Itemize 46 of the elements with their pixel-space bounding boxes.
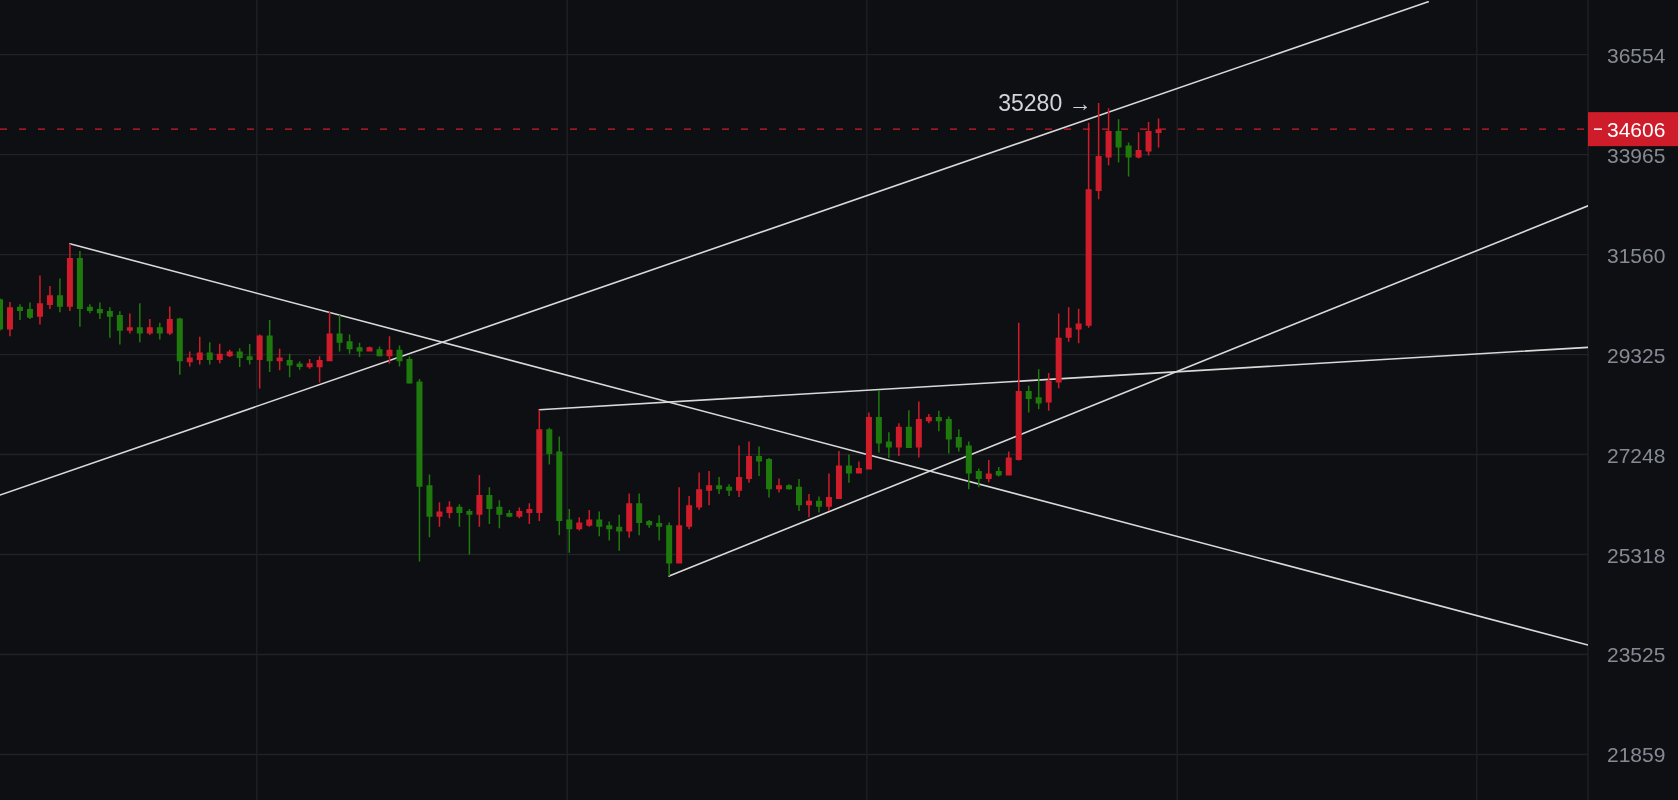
candlestick <box>126 313 133 334</box>
ref-line-label: 34606 <box>1607 117 1666 141</box>
y-tick-label: 31560 <box>1607 243 1666 267</box>
candlestick <box>776 478 783 493</box>
candlestick <box>975 468 982 488</box>
y-tick-label: 21859 <box>1607 742 1666 766</box>
annotation: 35280 → <box>998 89 1092 116</box>
candlestick <box>736 445 743 498</box>
candlestick <box>46 285 53 310</box>
candlestick <box>676 487 683 564</box>
candlestick <box>16 304 23 320</box>
candlestick <box>96 302 103 320</box>
candlestick <box>26 302 33 320</box>
candlestick <box>825 473 832 512</box>
candlestick <box>756 446 763 477</box>
candlestick <box>855 461 862 474</box>
y-tick-label: 23525 <box>1607 643 1666 666</box>
candlestick <box>706 471 713 506</box>
candlestick <box>935 410 942 432</box>
candlestick <box>875 390 882 453</box>
candlestick <box>146 319 153 335</box>
candlestick <box>656 515 663 541</box>
candlestick <box>885 432 892 458</box>
y-tick-label: 36554 <box>1607 43 1666 67</box>
candlestick <box>636 493 643 536</box>
y-tick-label: 25318 <box>1607 543 1666 567</box>
candlestick <box>36 275 43 325</box>
candlestick <box>845 454 852 483</box>
candlestick <box>136 303 143 343</box>
candlestick <box>985 459 992 483</box>
candlestick <box>805 493 812 518</box>
y-tick-label: 29325 <box>1607 343 1666 367</box>
candlestick <box>596 511 603 537</box>
candlestick <box>716 477 723 494</box>
y-tick-label: 33965 <box>1607 143 1666 167</box>
candlestick <box>106 307 113 338</box>
candlestick <box>616 514 623 551</box>
candlestick <box>606 521 613 541</box>
candlestick <box>166 306 173 335</box>
candlestick <box>815 496 822 513</box>
candlestick <box>156 322 163 340</box>
candlestick <box>726 484 733 497</box>
candlestick <box>116 311 123 345</box>
candlestick <box>366 346 373 352</box>
candlestick <box>56 278 63 313</box>
y-tick-label: 27248 <box>1607 443 1666 467</box>
